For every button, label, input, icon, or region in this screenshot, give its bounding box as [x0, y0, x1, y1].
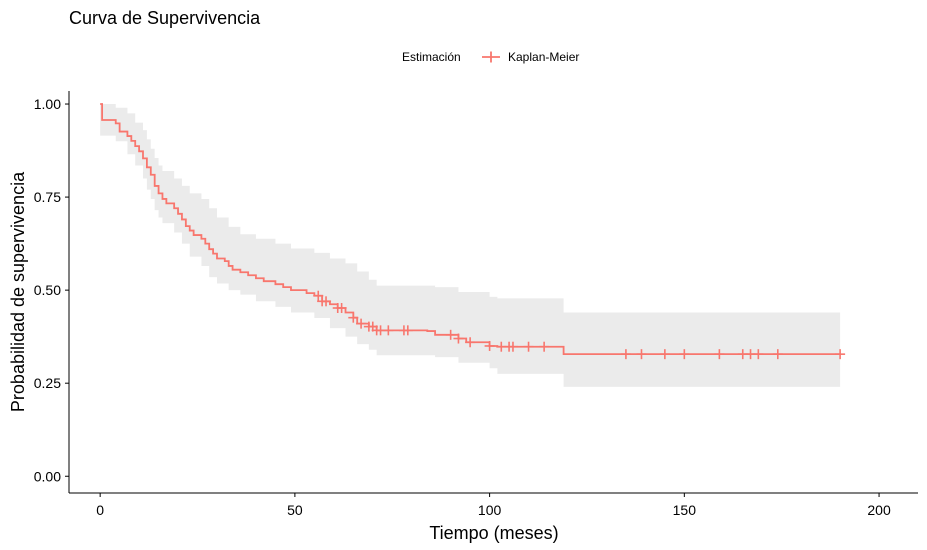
censor-mark	[336, 303, 347, 314]
x-tick-label: 100	[478, 502, 502, 518]
censor-mark	[523, 341, 534, 352]
censor-mark	[383, 325, 394, 336]
x-tick-label: 0	[96, 502, 104, 518]
censor-mark	[356, 318, 367, 329]
x-tick-label: 150	[673, 502, 697, 518]
censor-mark	[484, 340, 495, 351]
confidence-band	[100, 104, 841, 387]
censor-mark	[321, 296, 332, 307]
censor-mark	[507, 341, 518, 352]
censor-mark	[835, 349, 846, 360]
censor-mark	[445, 329, 456, 340]
censor-mark	[465, 337, 476, 348]
y-tick-label: 0.25	[34, 375, 61, 391]
censor-mark	[714, 349, 725, 360]
censor-mark	[313, 290, 324, 301]
y-tick-label: 0.00	[34, 468, 61, 484]
censor-mark	[539, 341, 550, 352]
y-tick-label: 1.00	[34, 96, 61, 112]
censor-mark	[772, 349, 783, 360]
censor-mark	[620, 349, 631, 360]
x-tick-label: 200	[867, 502, 891, 518]
legend: Estimación Kaplan-Meier	[402, 50, 579, 64]
censor-mark	[348, 312, 359, 323]
censor-mark	[636, 349, 647, 360]
censor-mark	[453, 333, 464, 344]
y-axis-title: Probabilidad de supervivencia	[8, 171, 28, 412]
x-axis-ticks: 0 50 100 150 200	[96, 493, 891, 518]
censor-mark	[753, 349, 764, 360]
y-tick-label: 0.50	[34, 282, 61, 298]
censor-mark	[402, 325, 413, 336]
censor-mark	[659, 349, 670, 360]
legend-label-kaplan-meier: Kaplan-Meier	[508, 50, 579, 64]
y-tick-label: 0.75	[34, 189, 61, 205]
x-tick-label: 50	[287, 502, 303, 518]
plot-area	[100, 103, 846, 387]
y-axis-ticks: 0.00 0.25 0.50 0.75 1.00	[34, 96, 69, 484]
x-axis-title: Tiempo (meses)	[429, 523, 558, 543]
censor-mark	[679, 349, 690, 360]
chart-title: Curva de Supervivencia	[69, 8, 261, 28]
legend-title: Estimación	[402, 50, 461, 64]
